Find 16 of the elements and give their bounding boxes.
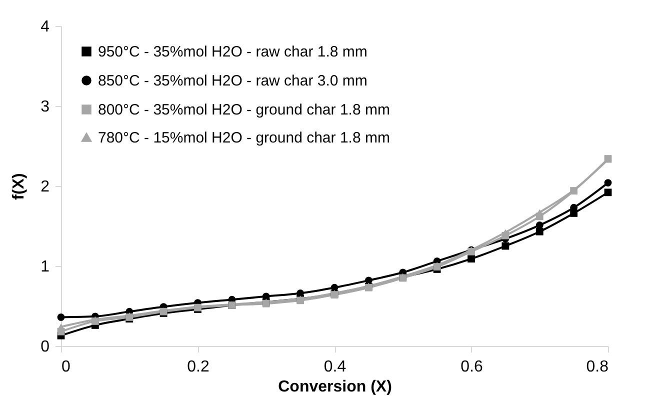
y-tick-label: 4: [40, 18, 50, 36]
legend-label: 780°C - 15%mol H2O - ground char 1.8 mm: [98, 130, 390, 146]
x-tick-label: 0: [62, 358, 70, 376]
x-tick-label: 0.4: [324, 358, 346, 376]
legend-label: 950°C - 35%mol H2O - raw char 1.8 mm: [98, 44, 368, 60]
y-tick-label: 1: [40, 258, 50, 276]
legend-label: 800°C - 35%mol H2O - ground char 1.8 mm: [98, 102, 390, 118]
x-tick-label: 0.8: [586, 358, 609, 376]
y-tick-label: 3: [40, 98, 50, 116]
legend-label: 850°C - 35%mol H2O - raw char 3.0 mm: [98, 72, 368, 90]
x-tick-label: 0.2: [187, 358, 210, 376]
y-tick-label: 0: [40, 338, 50, 356]
x-tick-label: 0.6: [460, 358, 483, 376]
y-tick-label: 2: [40, 178, 50, 196]
x-axis-title: Conversion (X): [278, 378, 392, 396]
y-axis-title: f(X): [10, 173, 28, 200]
